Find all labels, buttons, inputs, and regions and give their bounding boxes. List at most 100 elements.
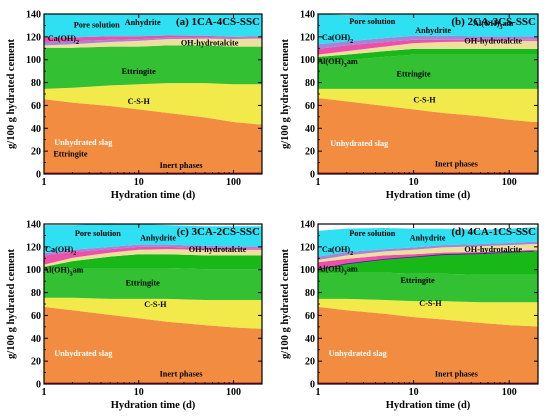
y-axis-label: g/100 g hydrated cement	[280, 249, 291, 359]
area-label-anhydrite: Anhydrite	[410, 234, 446, 243]
y-tick-label: 60	[31, 311, 41, 322]
x-axis-label: Hydration time (d)	[111, 190, 196, 201]
area-label-ettringite: Ettringite	[122, 67, 156, 76]
chart-title: (a) 1CA-4CS-SSC	[176, 16, 260, 28]
area-label-inert-phases: Inert phases	[160, 370, 203, 379]
area-anhydrite	[44, 37, 262, 46]
y-tick-label: 140	[300, 10, 315, 21]
y-tick-label: 20	[31, 357, 41, 368]
y-tick-label: 120	[300, 32, 315, 43]
y-tick-label: 80	[305, 78, 315, 89]
area-anhydrite	[44, 244, 262, 256]
x-tick-label: 1	[316, 387, 321, 398]
area-label-pore-solution: Pore solution	[74, 20, 120, 29]
area-label-inert-phases: Inert phases	[435, 160, 478, 169]
area-label-anhydrite: Anhydrite	[140, 234, 176, 243]
y-tick-label: 0	[310, 170, 315, 181]
x-tick-label: 10	[409, 387, 419, 398]
area-c-s-h	[44, 83, 262, 125]
area-label-ettringite: Ettringite	[53, 149, 87, 158]
y-tick-label: 0	[36, 380, 41, 391]
area-label-ettringite: Ettringite	[401, 276, 435, 285]
x-tick-label: 1	[316, 177, 321, 188]
y-tick-label: 20	[305, 357, 315, 368]
chart-panel-2: Pore solution Al(OH)3am Anhydrite Ca(OH)2 OH…	[280, 10, 539, 201]
chart-panel-4: Pore solution Anhydrite Ca(OH)2 OH-hydrotal…	[280, 220, 539, 411]
area-unhydrated-slag	[44, 306, 262, 383]
y-tick-label: 120	[26, 32, 41, 43]
area-anhydrite	[318, 241, 538, 260]
area-unhydrated-slag	[318, 98, 538, 173]
area-ettringite	[318, 272, 538, 303]
area-label-anhydrite: Anhydrite	[125, 18, 161, 27]
area-oh-hydrotalcite	[44, 38, 262, 48]
area-label-oh-hydrotalcite: OH-hydrotalcite	[189, 245, 247, 254]
y-tick-label: 40	[31, 124, 41, 135]
y-tick-label: 20	[305, 147, 315, 158]
area-ca-oh-2	[318, 249, 538, 270]
x-axis-label: Hydration time (d)	[386, 400, 471, 411]
y-tick-label: 120	[26, 242, 41, 253]
area-unhydrated-slag	[318, 306, 538, 383]
y-tick-label: 120	[300, 242, 315, 253]
y-tick-label: 100	[300, 265, 315, 276]
y-axis-label: g/100 g hydrated cement	[6, 39, 17, 149]
area-label-pore-solution: Pore solution	[75, 229, 121, 238]
chart-title: (c) 3CA-2CS-SSC	[177, 226, 260, 238]
area-unhydrated-slag	[44, 99, 262, 173]
y-tick-label: 40	[305, 334, 315, 345]
chart-panel-3: Pore solution Anhydrite Ca(OH)2 OH-hydrotal…	[6, 220, 263, 411]
area-label-al-oh-3am: Al(OH)3am	[317, 57, 357, 69]
area-pore-solution	[318, 14, 538, 45]
chart-title: (d) 4CA-1CS-SSC	[451, 226, 536, 238]
area-label-al-oh-3am: Al(OH)3am	[473, 19, 513, 31]
y-axis-label: g/100 g hydrated cement	[6, 249, 17, 359]
y-tick-label: 20	[31, 147, 41, 158]
x-axis-label: Hydration time (d)	[386, 190, 471, 201]
y-axis-label: g/100 g hydrated cement	[280, 39, 291, 149]
area-label-c-s-h: C-S-H	[128, 97, 151, 106]
area-al-oh-3am	[318, 250, 538, 275]
y-tick-label: 100	[26, 55, 41, 66]
y-tick-label: 60	[305, 101, 315, 112]
y-tick-label: 100	[300, 55, 315, 66]
area-al-oh-3am	[318, 48, 538, 64]
area-label-oh-hydrotalcite: OH-hydrotalcite	[464, 245, 522, 254]
y-tick-label: 0	[310, 380, 315, 391]
area-pore-solution	[44, 223, 262, 254]
y-tick-label: 40	[305, 124, 315, 135]
area-label-inert-phases: Inert phases	[435, 370, 478, 379]
area-al-oh-3am	[44, 254, 262, 271]
y-tick-label: 40	[31, 334, 41, 345]
x-tick-label: 100	[502, 177, 517, 188]
y-tick-label: 140	[300, 220, 315, 231]
area-label-ca-oh-2: Ca(OH)2	[322, 245, 353, 257]
area-label-ca-oh-2: Ca(OH)2	[45, 245, 76, 257]
area-label-unhydrated-slag: Unhydrated slag	[329, 349, 388, 358]
area-label-unhydrated-slag: Unhydrated slag	[54, 138, 113, 147]
area-ca-oh-2	[318, 39, 538, 55]
y-tick-label: 60	[305, 311, 315, 322]
x-tick-label: 100	[502, 387, 517, 398]
area-label-unhydrated-slag: Unhydrated slag	[330, 139, 389, 148]
area-ettringite	[44, 268, 262, 300]
area-label-anhydrite: Anhydrite	[415, 26, 451, 35]
y-tick-label: 80	[31, 288, 41, 299]
area-c-s-h	[318, 298, 538, 327]
x-tick-label: 10	[134, 177, 144, 188]
area-c-s-h	[318, 88, 538, 122]
y-tick-label: 140	[26, 10, 41, 21]
area-ca-oh-2	[44, 35, 262, 42]
x-tick-label: 10	[409, 177, 419, 188]
y-tick-label: 80	[31, 78, 41, 89]
area-label-ca-oh-2: Ca(OH)2	[322, 33, 353, 45]
y-tick-label: 100	[26, 265, 41, 276]
y-tick-label: 140	[26, 220, 41, 231]
chart-title: (b) 2CA-3CS-SSC	[451, 16, 536, 28]
x-tick-label: 100	[226, 177, 241, 188]
y-tick-label: 60	[31, 101, 41, 112]
area-oh-hydrotalcite	[318, 40, 538, 57]
x-tick-label: 100	[226, 387, 241, 398]
